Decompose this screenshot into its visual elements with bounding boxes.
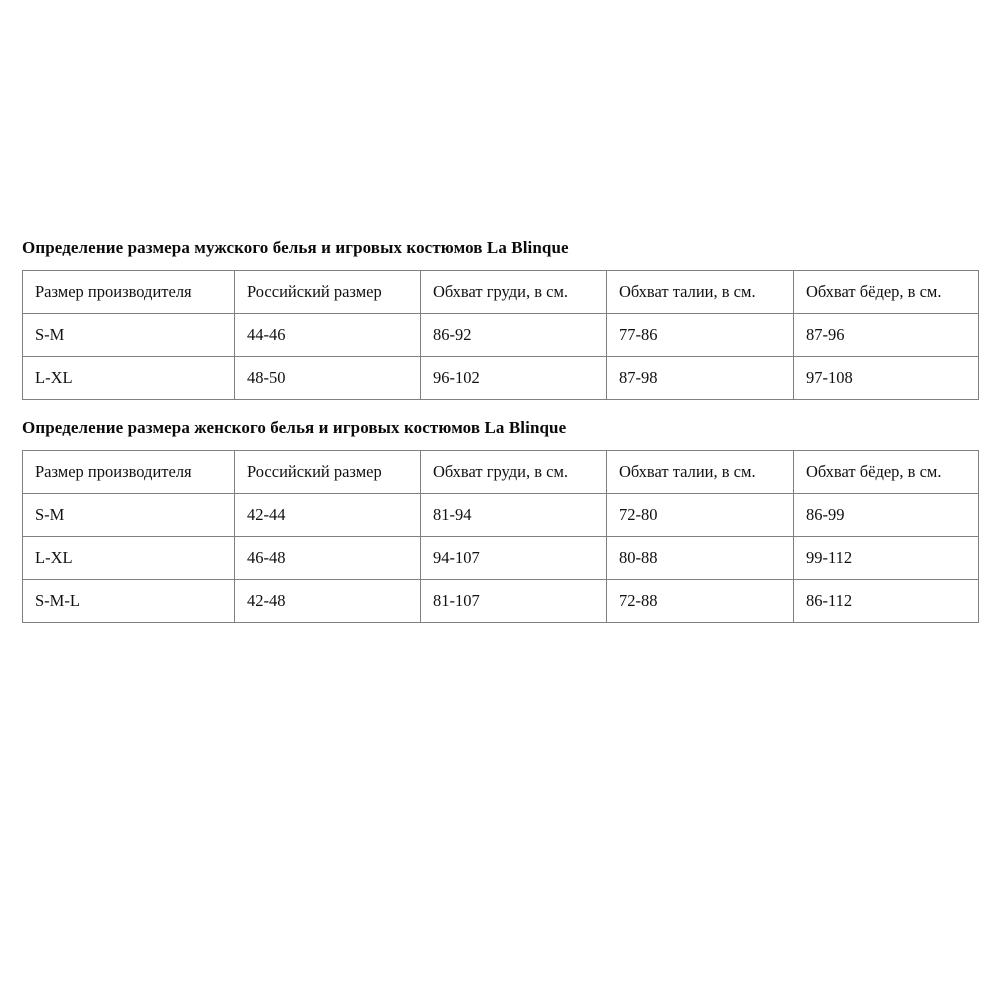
- cell-waist: 72-80: [606, 493, 794, 537]
- cell-hips: 86-99: [793, 493, 979, 537]
- column-header-chest: Обхват груди, в см.: [420, 450, 607, 494]
- mens-size-table: Размер производителя Российский размер О…: [22, 270, 979, 400]
- table-row: S-M 42-44 81-94 72-80 86-99: [22, 493, 979, 537]
- cell-chest: 86-92: [420, 313, 607, 357]
- cell-chest: 81-107: [420, 579, 607, 623]
- cell-russian-size: 44-46: [234, 313, 421, 357]
- cell-waist: 72-88: [606, 579, 794, 623]
- column-header-hips: Обхват бёдер, в см.: [793, 450, 979, 494]
- size-chart-document: Определение размера мужского белья и игр…: [22, 238, 979, 623]
- cell-russian-size: 42-48: [234, 579, 421, 623]
- section-womens-sizes: Определение размера женского белья и игр…: [22, 418, 979, 623]
- cell-chest: 81-94: [420, 493, 607, 537]
- table-row: S-M 44-46 86-92 77-86 87-96: [22, 313, 979, 357]
- cell-manufacturer-size: S-M: [22, 313, 235, 357]
- column-header-manufacturer-size: Размер производителя: [22, 450, 235, 494]
- table-row: L-XL 48-50 96-102 87-98 97-108: [22, 356, 979, 400]
- column-header-chest: Обхват груди, в см.: [420, 270, 607, 314]
- table-row: S-M-L 42-48 81-107 72-88 86-112: [22, 579, 979, 623]
- column-header-russian-size: Российский размер: [234, 450, 421, 494]
- cell-manufacturer-size: S-M: [22, 493, 235, 537]
- column-header-waist: Обхват талии, в см.: [606, 450, 794, 494]
- page-title-womens: Определение размера женского белья и игр…: [22, 418, 567, 437]
- cell-waist: 87-98: [606, 356, 794, 400]
- cell-manufacturer-size: L-XL: [22, 356, 235, 400]
- cell-russian-size: 48-50: [234, 356, 421, 400]
- page-title-mens: Определение размера мужского белья и игр…: [22, 238, 569, 257]
- cell-manufacturer-size: L-XL: [22, 536, 235, 580]
- cell-waist: 77-86: [606, 313, 794, 357]
- table-header-row: Размер производителя Российский размер О…: [22, 270, 979, 314]
- cell-russian-size: 42-44: [234, 493, 421, 537]
- section-mens-sizes: Определение размера мужского белья и игр…: [22, 238, 979, 400]
- cell-manufacturer-size: S-M-L: [22, 579, 235, 623]
- cell-chest: 94-107: [420, 536, 607, 580]
- cell-russian-size: 46-48: [234, 536, 421, 580]
- cell-waist: 80-88: [606, 536, 794, 580]
- column-header-manufacturer-size: Размер производителя: [22, 270, 235, 314]
- table-header-row: Размер производителя Российский размер О…: [22, 450, 979, 494]
- cell-hips: 86-112: [793, 579, 979, 623]
- cell-hips: 87-96: [793, 313, 979, 357]
- cell-chest: 96-102: [420, 356, 607, 400]
- column-header-waist: Обхват талии, в см.: [606, 270, 794, 314]
- column-header-russian-size: Российский размер: [234, 270, 421, 314]
- table-row: L-XL 46-48 94-107 80-88 99-112: [22, 536, 979, 580]
- cell-hips: 97-108: [793, 356, 979, 400]
- column-header-hips: Обхват бёдер, в см.: [793, 270, 979, 314]
- womens-size-table: Размер производителя Российский размер О…: [22, 450, 979, 623]
- cell-hips: 99-112: [793, 536, 979, 580]
